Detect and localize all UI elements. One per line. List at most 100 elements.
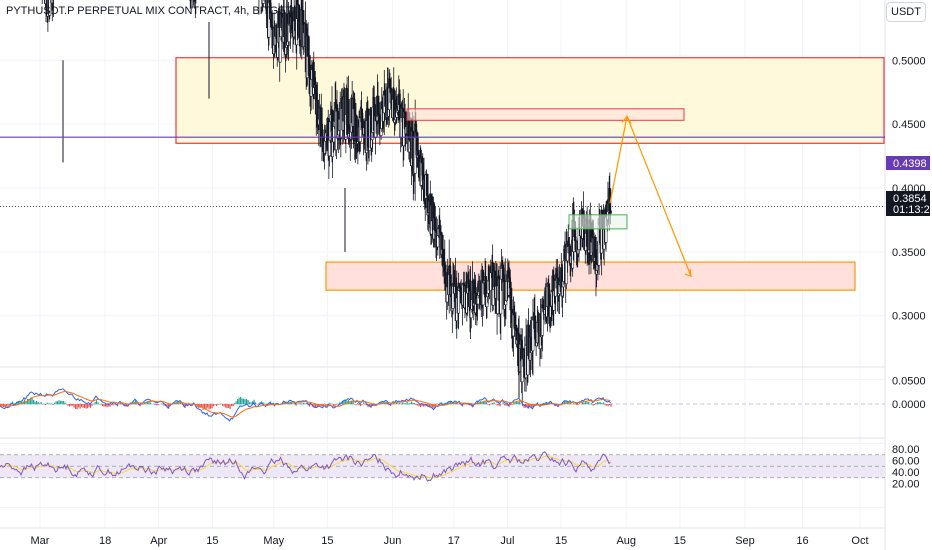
macd-histogram-bar xyxy=(54,403,55,405)
macd-histogram-bar xyxy=(32,398,33,404)
macd-histogram-bar xyxy=(33,400,34,404)
time-tick-label: Sep xyxy=(735,535,755,547)
time-tick-label: Mar xyxy=(31,535,50,547)
macd-histogram-bar xyxy=(45,404,46,405)
macd-histogram-bar xyxy=(500,404,501,406)
macd-histogram-bar xyxy=(105,404,106,407)
macd-histogram-bar xyxy=(330,404,331,405)
target-box[interactable] xyxy=(407,109,684,120)
macd-histogram-bar xyxy=(218,404,219,405)
macd-histogram-bar xyxy=(579,403,580,404)
macd-histogram-bar xyxy=(300,403,301,404)
macd-histogram-bar xyxy=(326,404,327,406)
macd-histogram-bar xyxy=(401,404,402,405)
macd-histogram-bar xyxy=(78,404,79,407)
macd-histogram-bar xyxy=(206,404,207,410)
time-tick-label: Apr xyxy=(150,535,167,547)
resistance-line-badge-label: 0.4398 xyxy=(893,158,927,170)
macd-histogram-bar xyxy=(353,402,354,405)
macd-histogram-bar xyxy=(143,404,144,405)
macd-histogram-bar xyxy=(210,404,211,409)
macd-histogram-bar xyxy=(111,404,112,405)
macd-histogram-bar xyxy=(234,403,235,404)
macd-histogram-bar xyxy=(92,404,93,406)
macd-histogram-bar xyxy=(489,404,490,405)
macd-histogram-bar xyxy=(417,404,418,405)
macd-histogram-bar xyxy=(494,402,495,404)
macd-histogram-bar xyxy=(77,404,78,409)
countdown-label: 01:13:25 xyxy=(893,204,932,216)
macd-histogram-bar xyxy=(576,404,577,405)
macd-histogram-bar xyxy=(215,404,216,405)
macd-histogram-bar xyxy=(141,404,142,405)
macd-histogram-bar xyxy=(335,404,336,406)
macd-histogram-bar xyxy=(408,404,409,405)
macd-histogram-bar xyxy=(74,404,75,408)
macd-histogram-bar xyxy=(83,404,84,408)
macd-histogram-bar xyxy=(609,404,610,405)
macd-histogram-bar xyxy=(297,404,298,405)
macd-histogram-bar xyxy=(587,402,588,404)
macd-histogram-bar xyxy=(599,402,600,404)
macd-histogram-bar xyxy=(293,403,294,404)
macd-histogram-bar xyxy=(155,404,156,405)
macd-histogram-bar xyxy=(588,402,589,404)
macd-histogram-bar xyxy=(87,404,88,408)
macd-histogram-bar xyxy=(363,403,364,405)
macd-histogram-bar xyxy=(161,404,162,405)
macd-histogram-bar xyxy=(221,404,222,405)
macd-histogram-bar xyxy=(203,404,204,410)
macd-histogram-bar xyxy=(104,404,105,407)
time-tick-label: 15 xyxy=(674,535,686,547)
macd-histogram-bar xyxy=(336,404,337,405)
macd-histogram-bar xyxy=(584,403,585,404)
macd-histogram-bar xyxy=(399,403,400,404)
macd-histogram-bar xyxy=(65,403,66,405)
macd-histogram-bar xyxy=(101,404,102,405)
time-tick-label: Jul xyxy=(500,535,514,547)
macd-histogram-bar xyxy=(392,404,393,405)
macd-histogram-bar xyxy=(356,404,357,405)
macd-histogram-bar xyxy=(264,404,265,405)
support-zone[interactable] xyxy=(326,262,855,290)
macd-histogram-bar xyxy=(365,404,366,405)
macd-histogram-bar xyxy=(491,404,492,405)
macd-histogram-bar xyxy=(506,404,507,406)
macd-histogram-bar xyxy=(518,402,519,404)
macd-histogram-bar xyxy=(230,404,231,409)
macd-histogram-bar xyxy=(59,400,60,404)
macd-histogram-bar xyxy=(329,403,330,404)
macd-histogram-bar xyxy=(95,402,96,404)
macd-histogram-bar xyxy=(47,403,48,405)
time-tick-label: 16 xyxy=(796,535,808,547)
time-tick-label: 18 xyxy=(99,535,111,547)
macd-histogram-bar xyxy=(248,400,249,404)
macd-histogram-bar xyxy=(513,403,514,404)
macd-histogram-bar xyxy=(51,404,52,405)
macd-histogram-bar xyxy=(594,404,595,405)
macd-histogram-bar xyxy=(119,404,120,405)
macd-histogram-bar xyxy=(516,402,517,404)
entry-box[interactable] xyxy=(569,215,627,229)
macd-histogram-bar xyxy=(519,401,520,404)
macd-histogram-bar xyxy=(569,403,570,404)
macd-histogram-bar xyxy=(224,404,225,406)
time-axis[interactable]: Mar 18 Apr 15 May 15 Jun 17 Jul 15 Aug 15 Sep 16 Oct xyxy=(31,535,869,547)
price-tick-label: 0.3000 xyxy=(892,311,926,323)
price-tick-label: 0.3500 xyxy=(892,247,926,259)
macd-histogram-bar xyxy=(225,404,226,408)
macd-histogram-bar xyxy=(60,401,61,404)
macd-histogram-bar xyxy=(209,404,210,409)
macd-histogram-bar xyxy=(414,403,415,404)
macd-histogram-bar xyxy=(590,404,591,405)
macd-histogram-bar xyxy=(405,403,406,404)
macd-histogram-bar xyxy=(62,401,63,404)
macd-histogram-bar xyxy=(14,403,15,404)
macd-histogram-bar xyxy=(488,404,489,405)
macd-histogram-bar xyxy=(48,403,49,404)
macd-histogram-bar xyxy=(236,401,237,404)
macd-histogram-bar xyxy=(498,404,499,405)
currency-button[interactable]: USDT xyxy=(886,2,926,22)
resistance-zone[interactable] xyxy=(176,58,884,144)
